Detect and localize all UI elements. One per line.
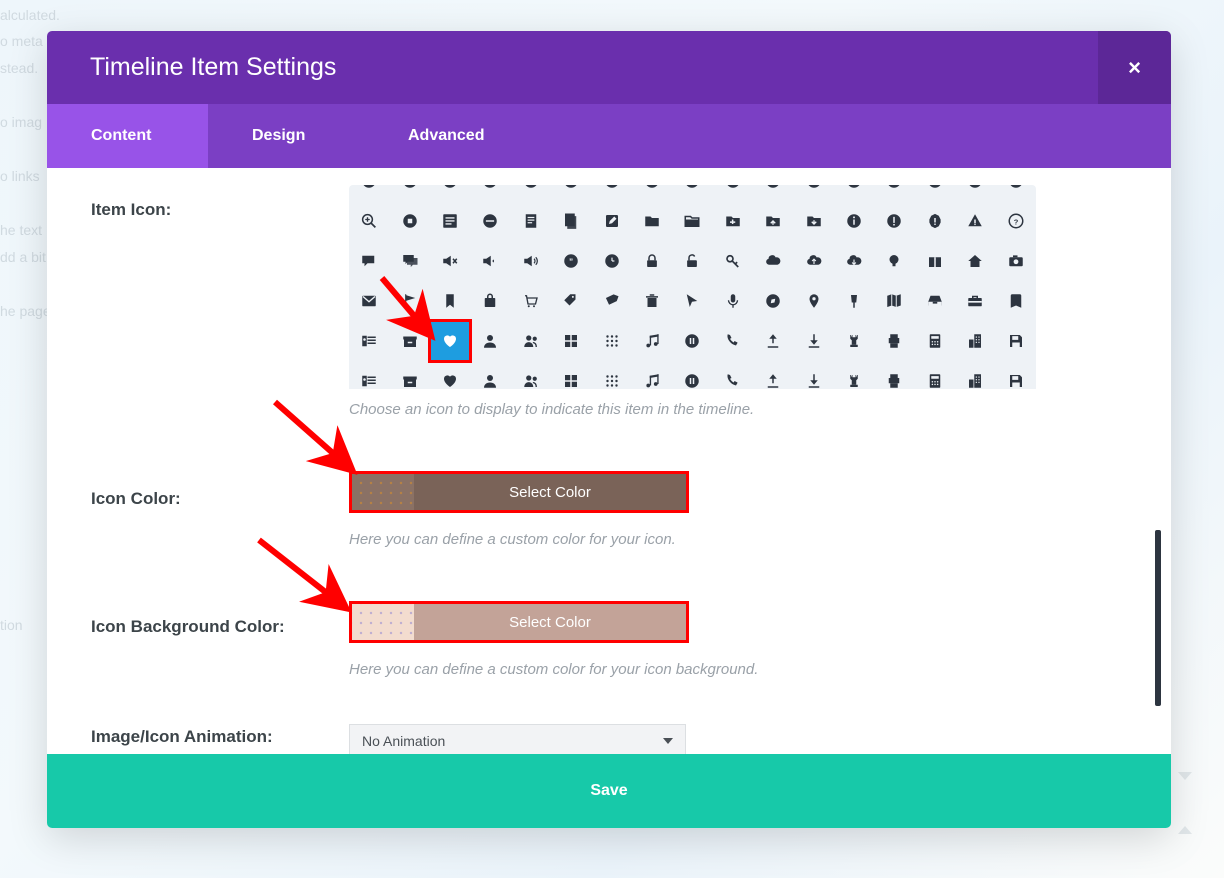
svg-text:”: ” [569, 257, 573, 266]
svg-text:?: ? [1013, 217, 1018, 226]
